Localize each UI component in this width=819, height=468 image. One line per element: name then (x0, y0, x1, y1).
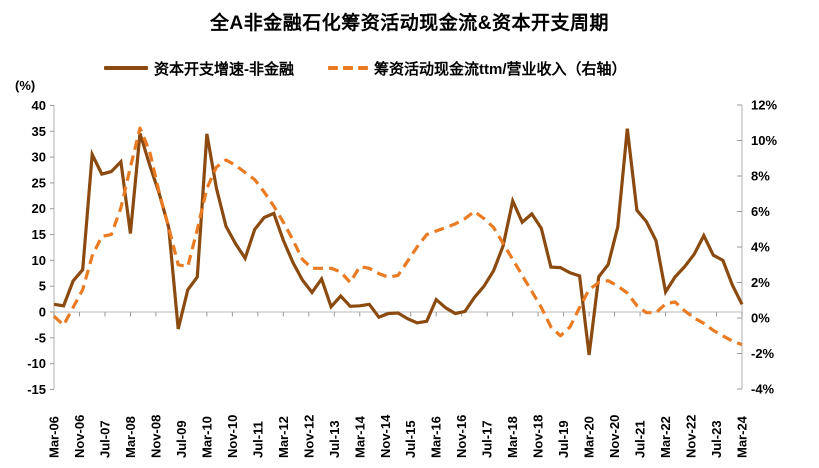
y-tick-label-left: 35 (32, 124, 46, 139)
x-tick-label: Mar-10 (199, 416, 214, 458)
x-tick-label: Nov-10 (225, 415, 240, 458)
y-tick-label-left: 10 (32, 253, 46, 268)
legend-label-capex-growth: 资本开支增速-非金融 (154, 60, 294, 78)
y-axis-left: 40 35 30 25 20 15 10 5 0 -5 -10 -15 (27, 98, 54, 397)
x-tick-label: Jul-21 (633, 420, 648, 458)
x-tick-label: Mar-22 (658, 416, 673, 458)
capex-growth-line (53, 128, 744, 356)
x-tick-label: Nov-16 (454, 415, 469, 458)
x-tick-label: Nov-06 (72, 415, 87, 458)
x-tick-label: Jul-13 (327, 420, 342, 458)
x-tick-label: Jul-09 (174, 420, 189, 458)
y-tick-label-right: 0% (751, 311, 770, 326)
x-tick-label: Jul-19 (556, 420, 571, 458)
y-tick-label-left: 15 (32, 227, 46, 242)
y-tick-label-right: 2% (751, 275, 770, 290)
y-tick-label-right: 8% (751, 169, 770, 184)
x-tick-label: Jul-17 (480, 420, 495, 458)
x-tick-label: Mar-16 (429, 416, 444, 458)
y-axis-right: 12% 10% 8% 6% 4% 2% 0% -2% -4% (737, 98, 777, 397)
x-tick-label: Mar-12 (276, 416, 291, 458)
y-tick-label-right: -4% (751, 382, 775, 397)
y-tick-label-left: 20 (32, 201, 46, 216)
x-tick-label: Jul-11 (250, 421, 265, 458)
left-axis-unit-label: (%) (15, 78, 36, 93)
axes (53, 105, 743, 389)
y-tick-label-right: -2% (751, 346, 775, 361)
x-tick-label: Mar-18 (505, 416, 520, 458)
x-tick-label: Nov-14 (378, 414, 393, 458)
x-tick-label: Nov-22 (684, 415, 699, 458)
y-tick-label-right: 6% (751, 204, 770, 219)
y-tick-label-left: -15 (27, 382, 46, 397)
x-tick-label: Mar-20 (582, 416, 597, 458)
x-tick-label: Nov-20 (607, 415, 622, 458)
y-tick-label-right: 10% (751, 133, 777, 148)
y-tick-label-left: 0 (39, 305, 46, 320)
y-tick-label-left: 30 (32, 150, 46, 165)
financing-line-swatch (328, 66, 368, 70)
x-tick-label: Jul-23 (709, 420, 724, 458)
y-tick-label-left: -5 (34, 330, 46, 345)
legend-label-financing-cashflow: 筹资活动现金流ttm/营业收入（右轴） (374, 60, 627, 78)
y-tick-label-left: 5 (39, 279, 46, 294)
legend-item-capex-growth: 资本开支增速-非金融 (104, 58, 294, 78)
financing-cashflow-line (52, 126, 743, 347)
capex-line-swatch (104, 66, 148, 70)
y-tick-label-left: 40 (32, 98, 46, 113)
x-tick-label: Jul-15 (403, 420, 418, 458)
x-axis: Mar-06 Nov-06 Jul-07 Mar-08 Nov-08 Jul-09 Mar-… (47, 312, 749, 458)
x-tick-label: Jul-07 (97, 420, 112, 458)
legend-item-financing-cashflow: 筹资活动现金流ttm/营业收入（右轴） (328, 58, 627, 78)
x-tick-label: Nov-08 (148, 415, 163, 458)
y-tick-label-right: 12% (751, 98, 777, 113)
y-tick-label-right: 4% (751, 240, 770, 255)
x-tick-label: Nov-18 (531, 415, 546, 458)
y-tick-label-left: 25 (32, 175, 46, 190)
chart-title: 全A非金融石化筹资活动现金流&资本开支周期 (210, 13, 609, 34)
x-tick-label: Mar-08 (123, 416, 138, 458)
x-tick-label: Nov-12 (301, 415, 316, 458)
y-tick-label-left: -10 (27, 356, 46, 371)
x-tick-label: Mar-24 (734, 415, 749, 458)
x-tick-label: Mar-06 (47, 416, 62, 458)
x-tick-label: Mar-14 (352, 415, 367, 458)
